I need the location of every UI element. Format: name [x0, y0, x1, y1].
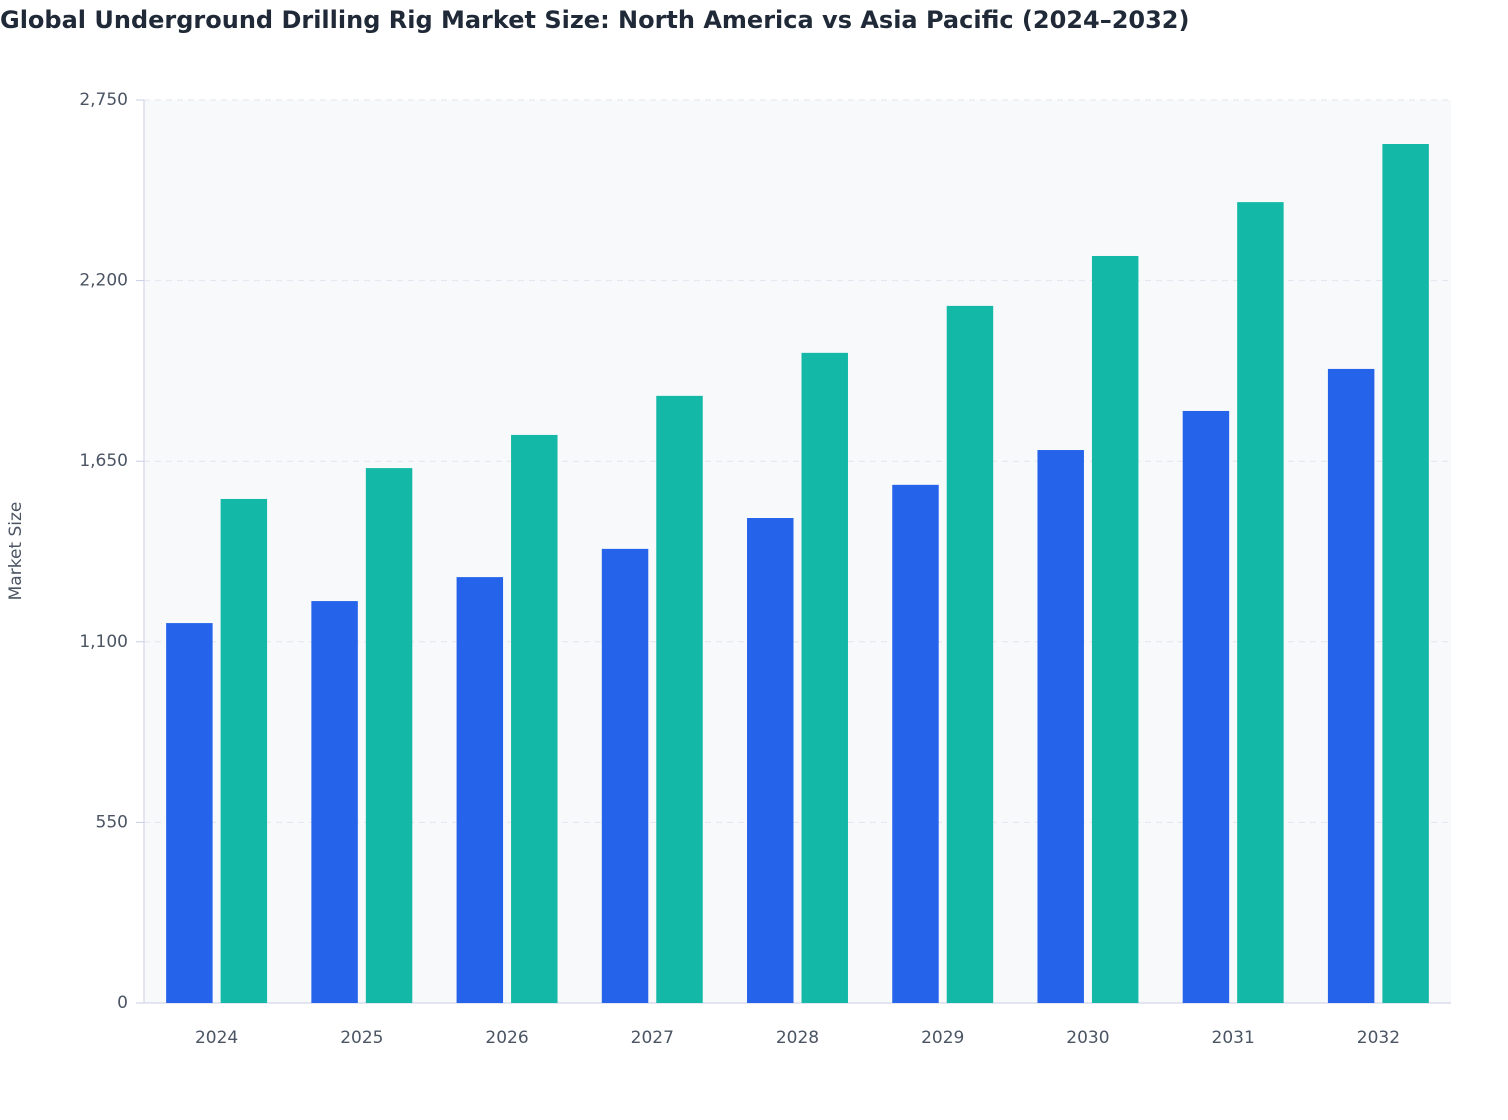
bar — [311, 601, 358, 1003]
x-tick-label: 2027 — [631, 1028, 674, 1048]
x-tick-label: 2029 — [921, 1028, 964, 1048]
bar — [601, 548, 649, 1003]
bar — [892, 484, 939, 1004]
plot-area — [144, 100, 1451, 1003]
bar — [1327, 368, 1375, 1003]
x-tick-label: 2032 — [1357, 1028, 1400, 1048]
y-tick-label: 550 — [96, 812, 128, 832]
bar — [456, 577, 504, 1003]
x-tick-label: 2030 — [1066, 1028, 1109, 1048]
bar — [1182, 410, 1230, 1004]
bar — [1382, 144, 1429, 1003]
y-tick-label: 0 — [117, 993, 128, 1013]
chart-title: Global Underground Drilling Rig Market S… — [0, 6, 1189, 34]
bar — [1091, 255, 1139, 1004]
bar — [801, 352, 848, 1004]
y-tick-label: 2,750 — [79, 90, 128, 110]
bar — [365, 468, 413, 1003]
x-tick-label: 2025 — [340, 1028, 383, 1048]
bar — [166, 623, 213, 1003]
bar — [946, 305, 994, 1003]
y-tick-label: 1,100 — [79, 632, 128, 652]
y-tick-label: 1,650 — [79, 451, 128, 471]
bar — [1237, 202, 1284, 1003]
y-tick-label: 2,200 — [79, 271, 128, 291]
x-tick-label: 2031 — [1212, 1028, 1255, 1048]
bar — [747, 518, 794, 1003]
bar — [1037, 450, 1084, 1003]
x-tick-label: 2024 — [195, 1028, 238, 1048]
bar — [656, 395, 703, 1004]
y-axis-label: Market Size — [6, 502, 26, 601]
x-tick-label: 2026 — [485, 1028, 528, 1048]
bar — [511, 434, 558, 1003]
x-tick-label: 2028 — [776, 1028, 819, 1048]
bar — [220, 498, 268, 1003]
